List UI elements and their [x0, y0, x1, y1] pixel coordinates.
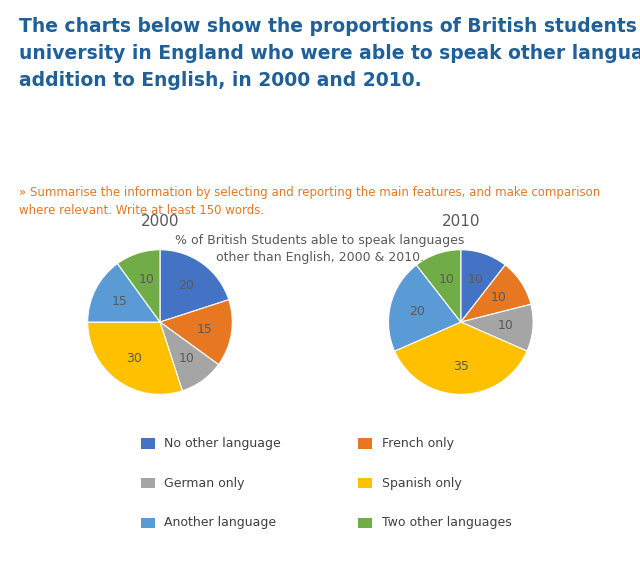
- Text: 35: 35: [453, 360, 468, 373]
- Wedge shape: [88, 322, 182, 394]
- Text: 10: 10: [497, 319, 513, 332]
- Text: » Summarise the information by selecting and reporting the main features, and ma: » Summarise the information by selecting…: [19, 186, 600, 218]
- Text: 20: 20: [179, 279, 195, 292]
- Text: 15: 15: [112, 295, 128, 308]
- Text: 30: 30: [125, 352, 141, 365]
- Text: French only: French only: [382, 437, 454, 450]
- Text: Another language: Another language: [164, 516, 276, 529]
- Wedge shape: [160, 299, 232, 364]
- Text: % of British Students able to speak languages
other than English, 2000 & 2010.: % of British Students able to speak lang…: [175, 234, 465, 264]
- Text: German only: German only: [164, 476, 245, 490]
- Title: 2000: 2000: [141, 214, 179, 229]
- Text: 10: 10: [467, 273, 483, 286]
- Wedge shape: [160, 250, 228, 322]
- Text: Two other languages: Two other languages: [382, 516, 512, 529]
- Wedge shape: [118, 250, 160, 322]
- Wedge shape: [395, 322, 527, 394]
- Text: The charts below show the proportions of British students at one
university in E: The charts below show the proportions of…: [19, 17, 640, 90]
- Text: 20: 20: [410, 305, 425, 318]
- Text: 10: 10: [179, 352, 195, 365]
- Wedge shape: [461, 305, 533, 351]
- Title: 2010: 2010: [442, 214, 480, 229]
- Text: Spanish only: Spanish only: [382, 476, 462, 490]
- Wedge shape: [388, 265, 461, 351]
- Wedge shape: [417, 250, 461, 322]
- Wedge shape: [461, 250, 505, 322]
- Text: 15: 15: [196, 323, 212, 336]
- Wedge shape: [461, 265, 531, 322]
- Wedge shape: [88, 263, 160, 322]
- Text: 10: 10: [490, 291, 506, 304]
- Text: 10: 10: [138, 273, 154, 286]
- Text: No other language: No other language: [164, 437, 281, 450]
- Text: 10: 10: [438, 273, 454, 286]
- Wedge shape: [160, 322, 218, 391]
